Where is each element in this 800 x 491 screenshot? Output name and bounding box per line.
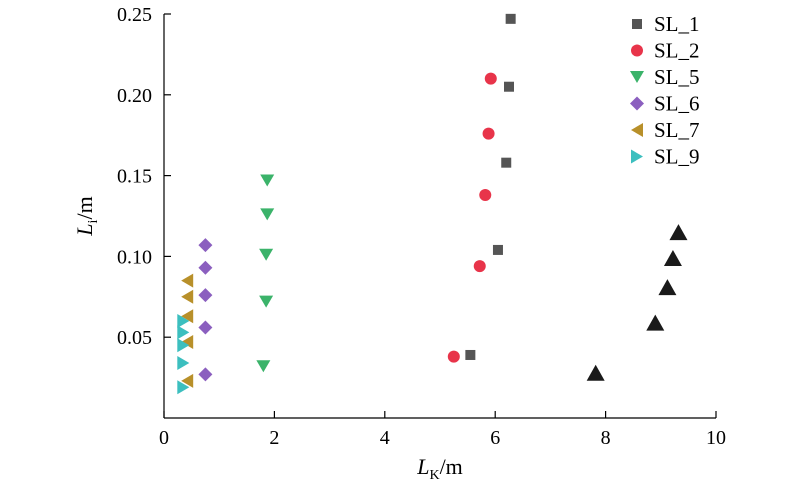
data-point-sl-9 xyxy=(177,356,190,371)
data-point-sl-9 xyxy=(177,380,190,395)
data-point-sl-2 xyxy=(479,188,492,201)
data-point-sl-1 xyxy=(505,13,516,24)
data-point-sl-6 xyxy=(198,238,213,253)
data-point-triangle-up xyxy=(663,250,682,267)
data-point-triangle-up xyxy=(669,224,688,241)
data-point-sl-1 xyxy=(465,349,476,360)
data-point-triangle-up xyxy=(646,314,665,331)
data-point-sl-2 xyxy=(447,350,460,363)
data-point-sl-6 xyxy=(198,320,213,335)
plot-axes xyxy=(163,14,716,419)
y-axis-title-unit: /m xyxy=(72,196,97,219)
legend-marker-sl-2 xyxy=(631,44,643,57)
legend-marker-sl-9 xyxy=(631,149,643,164)
data-point-sl-5 xyxy=(260,174,275,187)
legend-label-sl-9: SL_9 xyxy=(654,145,700,169)
data-point-sl-5 xyxy=(256,360,271,373)
x-axis-title-main: L xyxy=(416,454,429,479)
data-point-sl-2 xyxy=(482,127,495,140)
legend-marker-sl-7 xyxy=(631,123,643,137)
data-point-sl-7 xyxy=(181,373,194,388)
data-point-triangle-up xyxy=(586,364,605,381)
x-tick-label: 4 xyxy=(380,427,390,449)
data-point-sl-7 xyxy=(181,273,194,288)
legend-label-sl-6: SL_6 xyxy=(654,92,700,116)
data-point-sl-6 xyxy=(198,260,213,275)
y-axis-title-sub: i xyxy=(86,219,101,223)
data-point-sl-6 xyxy=(198,288,213,303)
y-axis-title-main: L xyxy=(72,223,97,236)
data-point-sl-7 xyxy=(181,289,194,304)
legend-marker-sl-6 xyxy=(630,96,644,111)
x-tick-label: 10 xyxy=(706,427,726,449)
data-point-sl-1 xyxy=(501,157,512,168)
y-tick-label: 0.10 xyxy=(117,246,152,268)
legend-label-sl-2: SL_2 xyxy=(654,39,700,63)
legend-marker-sl-1 xyxy=(632,19,642,29)
data-point-sl-2 xyxy=(484,72,497,85)
data-point-sl-5 xyxy=(259,295,274,308)
data-point-sl-1 xyxy=(504,81,514,92)
y-tick-label: 0.15 xyxy=(117,166,152,188)
y-tick-label: 0.05 xyxy=(117,327,152,349)
data-point-sl-2 xyxy=(473,260,486,273)
legend-label-sl-5: SL_5 xyxy=(654,65,700,89)
data-point-sl-1 xyxy=(492,244,503,255)
data-point-sl-7 xyxy=(181,335,194,350)
x-tick-label: 8 xyxy=(601,427,611,449)
x-tick-label: 0 xyxy=(159,427,169,449)
data-point-sl-5 xyxy=(259,248,274,261)
data-point-sl-9 xyxy=(177,325,190,340)
y-tick-label: 0.25 xyxy=(117,4,152,26)
data-point-sl-7 xyxy=(181,309,194,324)
legend-label-sl-1: SL_1 xyxy=(654,12,700,36)
x-axis-title-sub: K xyxy=(429,468,439,483)
y-tick-label: 0.20 xyxy=(117,85,152,107)
x-ticks: 0 2 4 6 8 10 xyxy=(159,411,726,449)
x-tick-label: 2 xyxy=(269,427,279,449)
y-ticks: 0.05 0.10 0.15 0.20 0.25 xyxy=(117,4,171,349)
legend: SL_1 SL_2SL_5 SL_6SL_7 SL_9 xyxy=(630,12,700,169)
legend-marker-sl-5 xyxy=(630,71,644,83)
data-point-sl-9 xyxy=(177,338,190,353)
data-point-sl-6 xyxy=(198,367,213,382)
data-point-sl-9 xyxy=(177,314,190,329)
data-point-triangle-up xyxy=(658,279,677,296)
x-axis-title: LK/m xyxy=(416,454,463,483)
y-axis-title: Li/m xyxy=(72,196,101,236)
data-points xyxy=(177,13,688,395)
x-axis-title-unit: /m xyxy=(440,454,463,479)
x-tick-label: 6 xyxy=(490,427,500,449)
data-point-sl-5 xyxy=(260,208,275,221)
legend-label-sl-7: SL_7 xyxy=(654,118,700,142)
